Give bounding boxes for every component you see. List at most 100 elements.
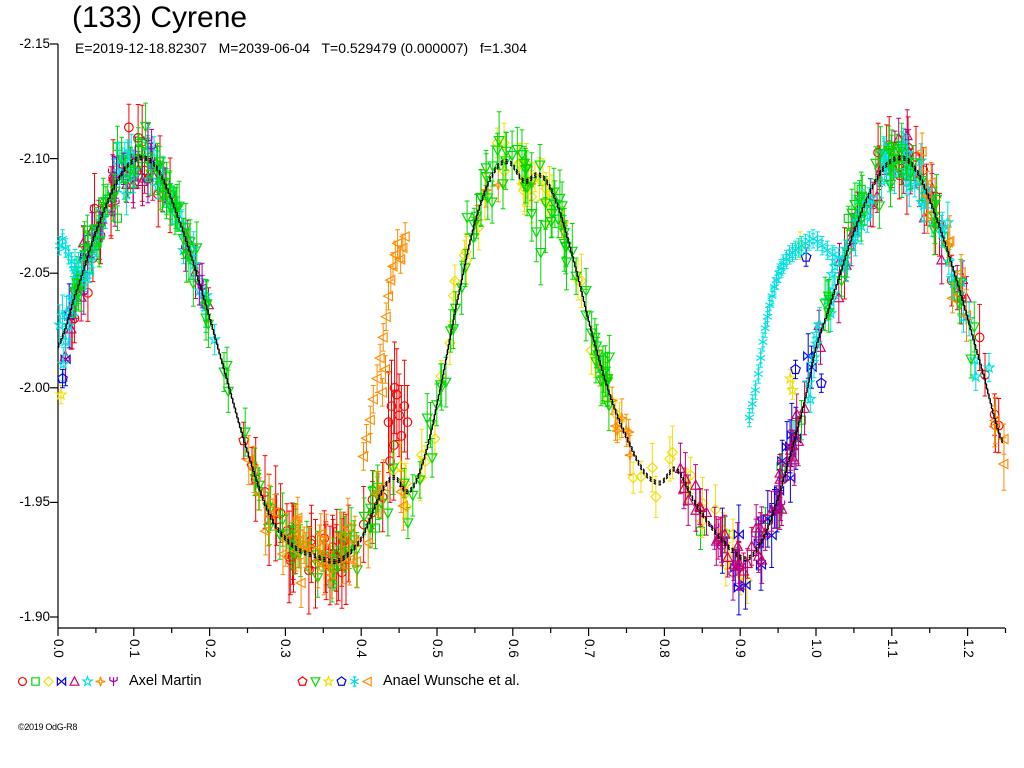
y-tick-label: -2.05 (19, 265, 50, 281)
data-point (286, 540, 298, 552)
data-point (475, 193, 487, 205)
data-point (285, 555, 296, 566)
data-point (745, 540, 758, 551)
data-point (741, 557, 754, 569)
error-bar (272, 493, 278, 531)
data-point (597, 368, 609, 380)
data-point (684, 469, 697, 482)
error-bar (925, 196, 931, 234)
error-bar (722, 514, 728, 554)
data-point (606, 395, 618, 407)
data-point (486, 161, 499, 173)
data-point (915, 146, 927, 158)
data-point (264, 503, 277, 515)
legend-group-axel-martin: Axel Martin (16, 673, 202, 689)
data-point (396, 431, 407, 441)
data-point (916, 175, 928, 187)
error-bar (725, 537, 730, 578)
legend-symbol-cyan-asterisk (350, 676, 359, 687)
data-point (846, 208, 858, 220)
error-bar (745, 548, 750, 579)
data-point (120, 175, 132, 187)
data-point (841, 244, 852, 256)
data-point (731, 540, 744, 551)
data-point (364, 414, 375, 426)
data-point (728, 558, 740, 570)
data-point (710, 534, 723, 546)
y-tick-label: -1.90 (19, 609, 50, 624)
error-bar (968, 339, 974, 379)
data-point (187, 278, 200, 290)
data-point (595, 376, 607, 388)
data-point (73, 256, 84, 268)
data-point (498, 137, 510, 149)
cyan-asterisk-icon (350, 676, 359, 687)
data-point (259, 525, 271, 537)
x-tick-label: 1.1 (884, 639, 900, 658)
data-point (97, 197, 110, 209)
error-bar (373, 507, 378, 550)
data-point (803, 392, 817, 405)
legend-symbols (296, 674, 374, 688)
data-point (385, 456, 395, 467)
legend-symbol-yellow-diamond (43, 676, 54, 687)
error-bar (317, 524, 322, 571)
data-point (590, 357, 602, 369)
error-bar (394, 348, 400, 441)
data-point (941, 215, 955, 229)
data-point (841, 248, 854, 260)
error-bar (128, 146, 133, 193)
data-point (942, 254, 956, 268)
error-bar (323, 513, 329, 568)
error-bar (769, 490, 774, 532)
data-point (650, 491, 662, 503)
data-point (386, 260, 398, 272)
error-bar (100, 177, 106, 227)
data-point (112, 152, 126, 166)
error-bar (286, 510, 292, 604)
data-point (132, 138, 145, 150)
error-bar (899, 122, 905, 175)
data-point (480, 172, 493, 183)
data-point (611, 425, 623, 437)
series-purple-tridents (79, 122, 786, 601)
data-point (382, 290, 394, 302)
data-point (769, 281, 779, 293)
error-bar (405, 385, 410, 460)
data-point (376, 386, 387, 398)
data-point (666, 446, 679, 459)
data-point (997, 433, 1009, 445)
series-orange-lefttriangles (242, 132, 1009, 608)
data-point (460, 254, 473, 267)
x-tick-label: 0.8 (657, 639, 673, 658)
data-point (491, 145, 504, 157)
data-point (279, 534, 291, 546)
data-point (519, 164, 532, 176)
data-point (200, 313, 212, 325)
data-point (750, 384, 761, 396)
data-point (398, 230, 410, 243)
data-point (774, 267, 784, 279)
error-bar (145, 137, 150, 183)
data-point (447, 289, 460, 302)
error-bar (693, 464, 698, 507)
data-point (525, 209, 538, 220)
data-point (921, 192, 935, 206)
purple-trident-icon (109, 676, 118, 687)
yellow-star-icon (322, 674, 335, 687)
data-point (124, 165, 137, 177)
data-point (929, 200, 941, 212)
error-bar (557, 169, 563, 228)
x-tick-label: 0.0 (51, 639, 66, 658)
error-bar (266, 473, 272, 533)
error-bar (459, 260, 465, 315)
error-bar (283, 513, 289, 567)
data-point (386, 401, 397, 411)
data-point (486, 197, 498, 209)
data-point (396, 242, 408, 254)
error-bar (1001, 423, 1007, 455)
data-point (771, 274, 782, 286)
data-point (678, 482, 690, 493)
error-bar (364, 424, 369, 453)
data-point (62, 318, 76, 332)
